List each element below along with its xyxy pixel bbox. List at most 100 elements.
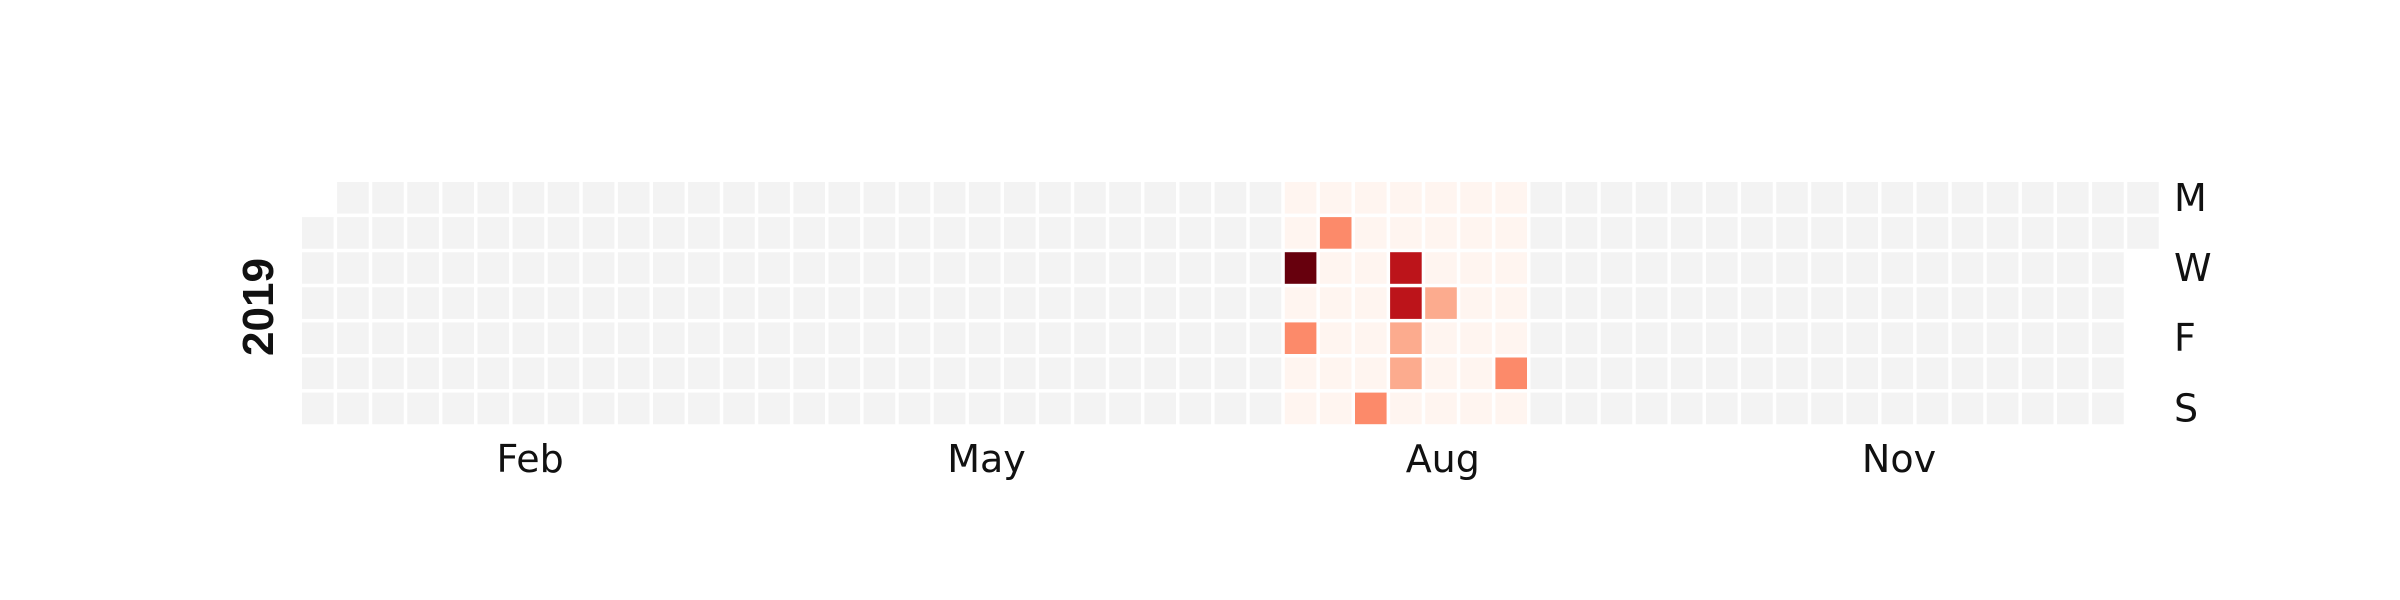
heatmap-cell (898, 252, 931, 284)
heatmap-cell (1530, 322, 1563, 354)
weekday-label: M (2174, 176, 2207, 220)
heatmap-cell (477, 287, 510, 319)
heatmap-cell (2127, 182, 2159, 214)
heatmap-cell (688, 392, 720, 425)
heatmap-cell (1319, 182, 1352, 214)
heatmap-cell (1179, 392, 1212, 425)
heatmap-cell (1741, 357, 1773, 390)
heatmap-cell (442, 252, 474, 284)
month-tick-label: Feb (496, 437, 563, 481)
heatmap-cell (337, 357, 369, 390)
heatmap-cell (547, 182, 580, 214)
heatmap-cell (933, 392, 966, 425)
heatmap-cell (1460, 217, 1492, 249)
heatmap-cell (1284, 392, 1317, 425)
heatmap-cell (793, 392, 825, 425)
heatmap-cell (617, 287, 650, 319)
heatmap-cell (1741, 217, 1773, 249)
heatmap-cell (1284, 182, 1317, 214)
heatmap-cell (512, 252, 545, 284)
heatmap-cell (933, 287, 966, 319)
heatmap-cell (1109, 182, 1141, 214)
heatmap-cell (1249, 392, 1282, 425)
heatmap-cell (688, 252, 720, 284)
heatmap-cell (1881, 287, 1914, 319)
heatmap-cell (653, 322, 685, 354)
heatmap-cell (617, 322, 650, 354)
heatmap-cell (302, 357, 334, 390)
heatmap-cell (1144, 392, 1176, 425)
heatmap-cell (442, 287, 474, 319)
heatmap-cell (1004, 322, 1036, 354)
heatmap-cell (1881, 322, 1914, 354)
heatmap-cell (1495, 252, 1527, 284)
heatmap-cell (793, 322, 825, 354)
heatmap-cell (1600, 217, 1633, 249)
heatmap-cell (1319, 252, 1352, 284)
heatmap-cell (1986, 217, 2019, 249)
heatmap-cell (337, 287, 369, 319)
heatmap-cell (2021, 357, 2054, 390)
heatmap-cell (968, 252, 1001, 284)
heatmap-cell (1635, 252, 1668, 284)
heatmap-cell (2092, 322, 2124, 354)
heatmap-cell (617, 252, 650, 284)
heatmap-cell (968, 392, 1001, 425)
heatmap-cell (723, 322, 755, 354)
heatmap-cell (1179, 357, 1212, 390)
heatmap-cell (1670, 287, 1703, 319)
heatmap-cell (547, 357, 580, 390)
heatmap-cell (1284, 287, 1317, 319)
heatmap-cell (1565, 252, 1598, 284)
heatmap-cell (1355, 182, 1387, 214)
heatmap-cell (1039, 252, 1071, 284)
heatmap-cell (372, 252, 404, 284)
month-tick-label: Aug (1406, 437, 1480, 481)
heatmap-cell (512, 322, 545, 354)
heatmap-cell (547, 252, 580, 284)
heatmap-cell (302, 287, 334, 319)
heatmap-cell (1004, 217, 1036, 249)
heatmap-cell (1706, 322, 1738, 354)
heatmap-cell (1916, 287, 1949, 319)
heatmap-cell (1249, 322, 1282, 354)
heatmap-cell (1916, 357, 1949, 390)
heatmap-cell (1179, 252, 1212, 284)
heatmap-cell (337, 322, 369, 354)
heatmap-cell (1670, 217, 1703, 249)
heatmap-cell (1565, 392, 1598, 425)
heatmap-cell (1284, 322, 1317, 354)
heatmap-cell (512, 182, 545, 214)
heatmap-cell (653, 287, 685, 319)
heatmap-cell (1670, 322, 1703, 354)
heatmap-cell (2057, 287, 2089, 319)
heatmap-cell (863, 322, 896, 354)
heatmap-cell (547, 322, 580, 354)
heatmap-cell (1039, 322, 1071, 354)
heatmap-cell (1390, 182, 1422, 214)
heatmap-cell (442, 182, 474, 214)
heatmap-cell (968, 322, 1001, 354)
heatmap-cell (407, 322, 439, 354)
heatmap-cell (1319, 217, 1352, 249)
heatmap-cell (372, 322, 404, 354)
heatmap-cell (2021, 217, 2054, 249)
year-label: 2019 (234, 258, 283, 356)
heatmap-cell (758, 217, 790, 249)
heatmap-cell (758, 182, 790, 214)
heatmap-cell (1951, 287, 1984, 319)
heatmap-cell (723, 182, 755, 214)
heatmap-cell (1495, 182, 1527, 214)
heatmap-cell (1776, 392, 1808, 425)
heatmap-cell (1530, 392, 1563, 425)
heatmap-cell (1425, 357, 1457, 390)
heatmap-cell (1425, 252, 1457, 284)
heatmap-cell (828, 182, 861, 214)
heatmap-cells (302, 182, 2159, 425)
heatmap-cell (1565, 182, 1598, 214)
heatmap-cell (1249, 182, 1282, 214)
heatmap-cell (1425, 392, 1457, 425)
heatmap-cell (1179, 182, 1212, 214)
heatmap-cell (2057, 322, 2089, 354)
